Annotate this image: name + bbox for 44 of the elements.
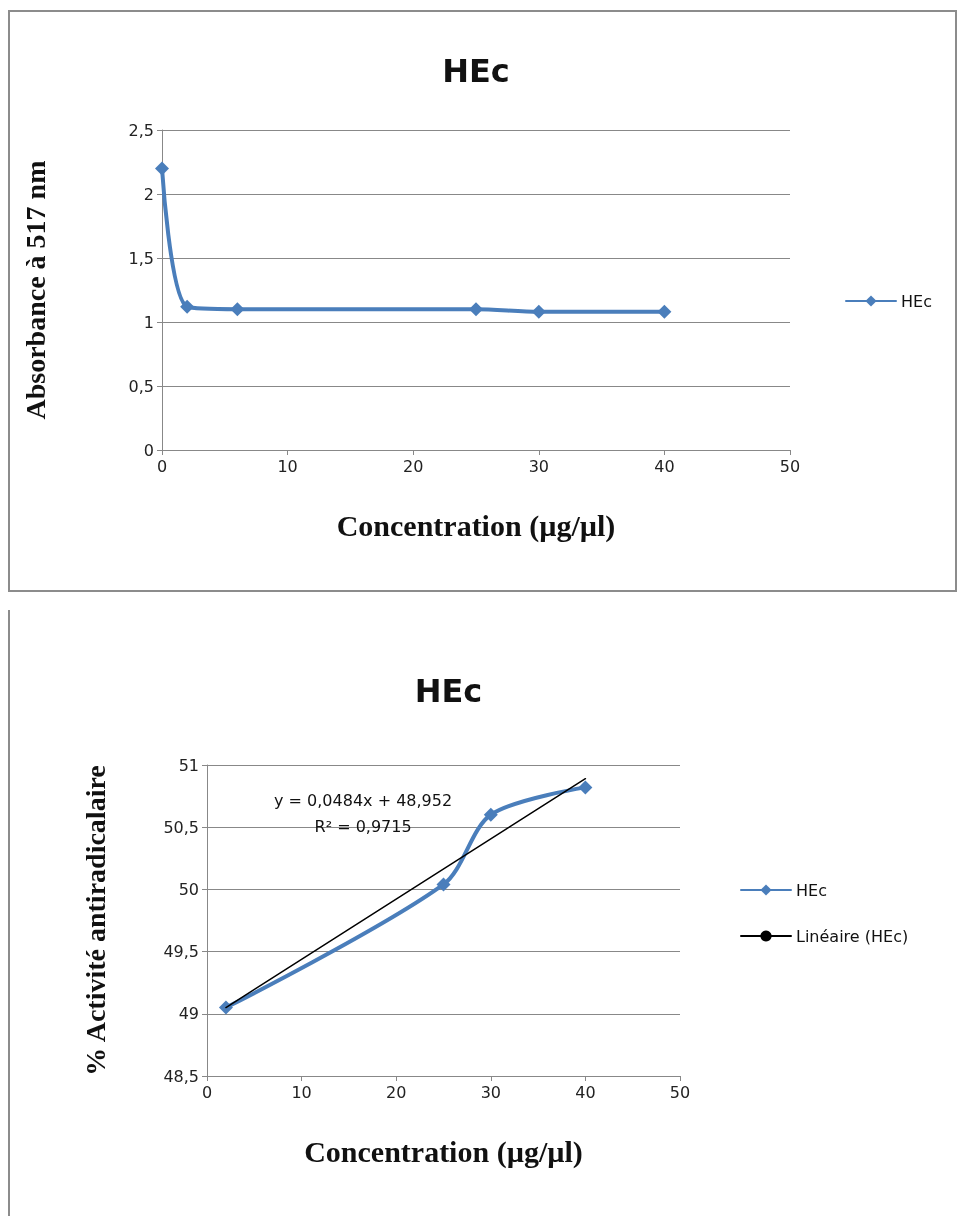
y-tick-label: 0,5	[128, 376, 154, 396]
point	[469, 302, 483, 317]
y-axis-title: Absorbance à 517 nm	[19, 160, 51, 420]
y-tick-label: 48,5	[163, 1066, 199, 1086]
y-axis-title: % Activité antiradicalaire	[79, 765, 111, 1076]
x-axis-title: Concentration (µg/µl)	[304, 1134, 583, 1169]
point	[657, 304, 672, 319]
y-tick-label: 51	[178, 755, 199, 775]
annotation: R² = 0,9715	[314, 816, 412, 836]
legend-label: HEc	[796, 880, 827, 900]
point	[155, 161, 169, 176]
point	[230, 302, 245, 317]
point	[578, 780, 593, 795]
legend-label: Linéaire (HEc)	[796, 926, 909, 946]
x-tick-label: 0	[201, 1082, 213, 1102]
x-tick-label: 30	[528, 456, 549, 476]
x-tick-label: 50	[669, 1082, 691, 1102]
x-tick-label: 10	[277, 456, 298, 476]
point	[436, 877, 451, 892]
y-tick-label: 50,5	[163, 817, 199, 837]
y-tick-label: 49	[178, 1004, 199, 1024]
legend-label: HEc	[901, 291, 932, 311]
x-axis-title: Concentration (µg/µl)	[336, 508, 616, 543]
point	[483, 807, 498, 822]
x-tick-label: 40	[575, 1082, 596, 1102]
x-tick-label: 40	[654, 456, 675, 476]
y-tick-label: 50	[178, 879, 199, 899]
chart-title: HEc	[442, 52, 510, 90]
x-tick-label: 30	[480, 1082, 501, 1102]
point	[218, 1000, 233, 1015]
y-tick-label: 49,5	[163, 942, 199, 962]
annotation: y = 0,0484x + 48,952	[274, 790, 453, 810]
y-tick-label: 1,5	[128, 248, 154, 268]
y-tick-label: 1	[143, 312, 154, 332]
x-tick-label: 50	[779, 456, 801, 476]
x-tick-label: 10	[291, 1082, 312, 1102]
x-tick-label: 20	[403, 456, 424, 476]
y-tick-label: 2	[143, 184, 154, 204]
x-tick-label: 20	[386, 1082, 407, 1102]
point	[531, 304, 546, 319]
y-tick-label: 0	[143, 440, 154, 460]
y-tick-label: 2,5	[128, 120, 154, 140]
chart-title: HEc	[414, 672, 483, 710]
point	[180, 299, 195, 314]
